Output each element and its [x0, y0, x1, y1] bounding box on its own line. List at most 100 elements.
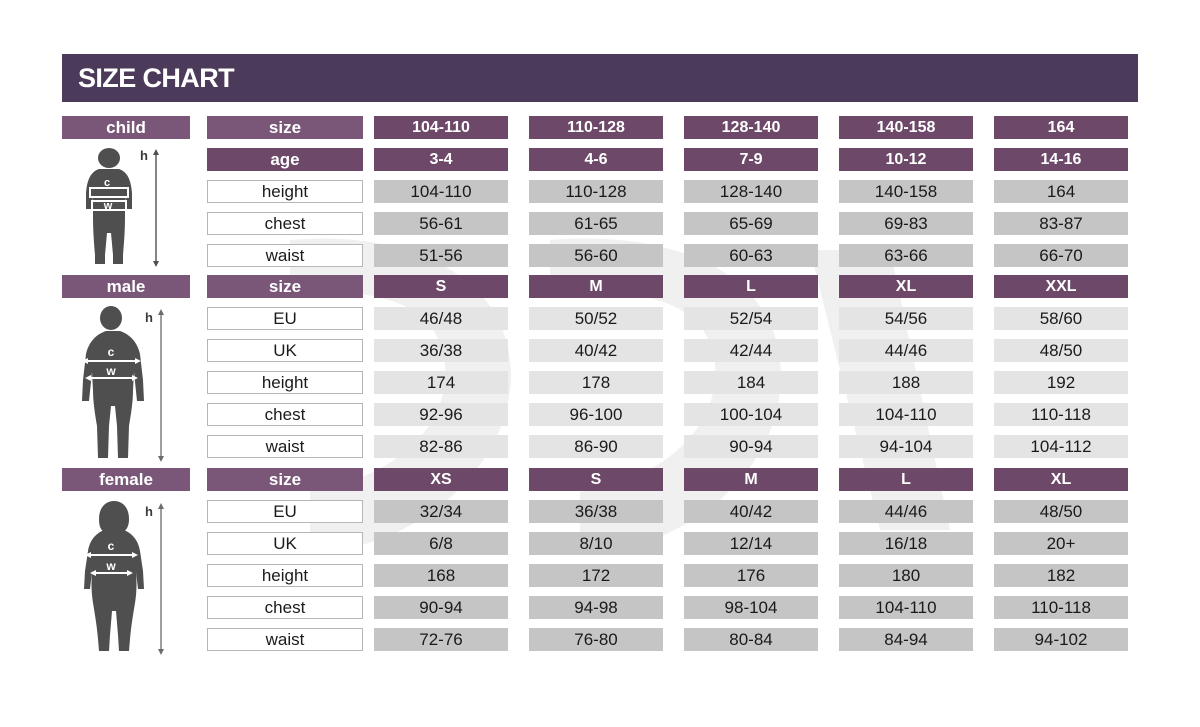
table-cell: 94-98 — [529, 596, 663, 619]
column-header-cell: 10-12 — [839, 148, 973, 171]
table-cell: 104-110 — [839, 596, 973, 619]
table-cell: 20+ — [994, 532, 1128, 555]
row-header-label-age: age — [207, 148, 363, 171]
table-cell: 188 — [839, 371, 973, 394]
table-cell: 104-110 — [839, 403, 973, 426]
table-cell: 40/42 — [684, 500, 818, 523]
row-header-label-size: size — [207, 468, 363, 491]
child-silhouette-icon: c w h — [86, 148, 159, 267]
svg-text:w: w — [103, 200, 113, 212]
row-label-UK: UK — [207, 532, 363, 555]
table-cell: 164 — [994, 180, 1128, 203]
table-cell: 51-56 — [374, 244, 508, 267]
row-label-height: height — [207, 564, 363, 587]
column-header-cell: 164 — [994, 116, 1128, 139]
table-cell: 140-158 — [839, 180, 973, 203]
table-cell: 46/48 — [374, 307, 508, 330]
table-cell: 58/60 — [994, 307, 1128, 330]
row-label-height: height — [207, 180, 363, 203]
table-cell: 80-84 — [684, 628, 818, 651]
table-cell: 52/54 — [684, 307, 818, 330]
table-header-row: XS S M L XL — [374, 468, 1138, 491]
table-cell: 66-70 — [994, 244, 1128, 267]
table-cell: 32/34 — [374, 500, 508, 523]
table-cell: 6/8 — [374, 532, 508, 555]
table-cell: 96-100 — [529, 403, 663, 426]
table-cell: 16/18 — [839, 532, 973, 555]
table-row: 32/34 36/38 40/42 44/46 48/50 — [374, 500, 1138, 523]
data-grid-child: 104-110 110-128 128-140 140-158 164 3-4 4-6 7-9… — [374, 116, 1138, 276]
group-label-child: child — [62, 116, 190, 139]
table-cell: 192 — [994, 371, 1128, 394]
data-grid-female: XS S M L XL 32/34 36/38 40/42 44/46 48/50 6/8 8/10 1… — [374, 468, 1138, 660]
table-cell: 86-90 — [529, 435, 663, 458]
table-row: 51-56 56-60 60-63 63-66 66-70 — [374, 244, 1138, 267]
table-cell: 72-76 — [374, 628, 508, 651]
table-cell: 36/38 — [374, 339, 508, 362]
row-label-chest: chest — [207, 212, 363, 235]
female-silhouette-icon-box: c w h — [62, 499, 190, 657]
table-cell: 176 — [684, 564, 818, 587]
table-row: 36/38 40/42 42/44 44/46 48/50 — [374, 339, 1138, 362]
row-label-column-male: size EU UK height chest waist — [207, 275, 363, 467]
svg-text:c: c — [108, 539, 115, 553]
title-bar: SIZE CHART — [62, 54, 1138, 102]
table-cell: 104-112 — [994, 435, 1128, 458]
table-row: 6/8 8/10 12/14 16/18 20+ — [374, 532, 1138, 555]
svg-text:h: h — [140, 148, 148, 163]
table-cell: 178 — [529, 371, 663, 394]
table-cell: 54/56 — [839, 307, 973, 330]
svg-text:w: w — [105, 559, 116, 573]
column-header-cell: 110-128 — [529, 116, 663, 139]
table-cell: 180 — [839, 564, 973, 587]
table-cell: 69-83 — [839, 212, 973, 235]
table-cell: 48/50 — [994, 500, 1128, 523]
table-row: 46/48 50/52 52/54 54/56 58/60 — [374, 307, 1138, 330]
column-header-cell: XL — [839, 275, 973, 298]
table-cell: 50/52 — [529, 307, 663, 330]
column-header-cell: XL — [994, 468, 1128, 491]
table-cell: 82-86 — [374, 435, 508, 458]
svg-text:w: w — [105, 364, 116, 378]
table-cell: 94-104 — [839, 435, 973, 458]
table-header-row: S M L XL XXL — [374, 275, 1138, 298]
column-header-cell: S — [529, 468, 663, 491]
row-label-waist: waist — [207, 244, 363, 267]
column-header-cell: 7-9 — [684, 148, 818, 171]
table-row: 168 172 176 180 182 — [374, 564, 1138, 587]
column-header-cell: 14-16 — [994, 148, 1128, 171]
column-header-cell: XXL — [994, 275, 1128, 298]
table-cell: 110-118 — [994, 596, 1128, 619]
table-cell: 182 — [994, 564, 1128, 587]
table-cell: 90-94 — [684, 435, 818, 458]
row-label-UK: UK — [207, 339, 363, 362]
column-header-cell: 4-6 — [529, 148, 663, 171]
group-label-male: male — [62, 275, 190, 298]
table-cell: 36/38 — [529, 500, 663, 523]
table-cell: 174 — [374, 371, 508, 394]
table-row: 104-110 110-128 128-140 140-158 164 — [374, 180, 1138, 203]
male-silhouette-icon-box: c w h — [62, 306, 190, 464]
table-cell: 172 — [529, 564, 663, 587]
table-row: 82-86 86-90 90-94 94-104 104-112 — [374, 435, 1138, 458]
table-cell: 65-69 — [684, 212, 818, 235]
data-grid-male: S M L XL XXL 46/48 50/52 52/54 54/56 58/60 36/38 40… — [374, 275, 1138, 467]
table-cell: 40/42 — [529, 339, 663, 362]
row-label-EU: EU — [207, 307, 363, 330]
column-header-cell: 128-140 — [684, 116, 818, 139]
male-silhouette-icon: c w h — [82, 306, 164, 462]
table-cell: 44/46 — [839, 339, 973, 362]
table-cell: 90-94 — [374, 596, 508, 619]
row-label-column-female: size EU UK height chest waist — [207, 468, 363, 660]
table-cell: 94-102 — [994, 628, 1128, 651]
row-header-label-size: size — [207, 116, 363, 139]
column-header-cell: M — [684, 468, 818, 491]
table-header-row: 3-4 4-6 7-9 10-12 14-16 — [374, 148, 1138, 171]
child-silhouette-icon-box: c w h — [62, 147, 190, 267]
column-header-cell: M — [529, 275, 663, 298]
column-header-cell: 104-110 — [374, 116, 508, 139]
row-label-chest: chest — [207, 596, 363, 619]
row-label-waist: waist — [207, 628, 363, 651]
table-cell: 44/46 — [839, 500, 973, 523]
